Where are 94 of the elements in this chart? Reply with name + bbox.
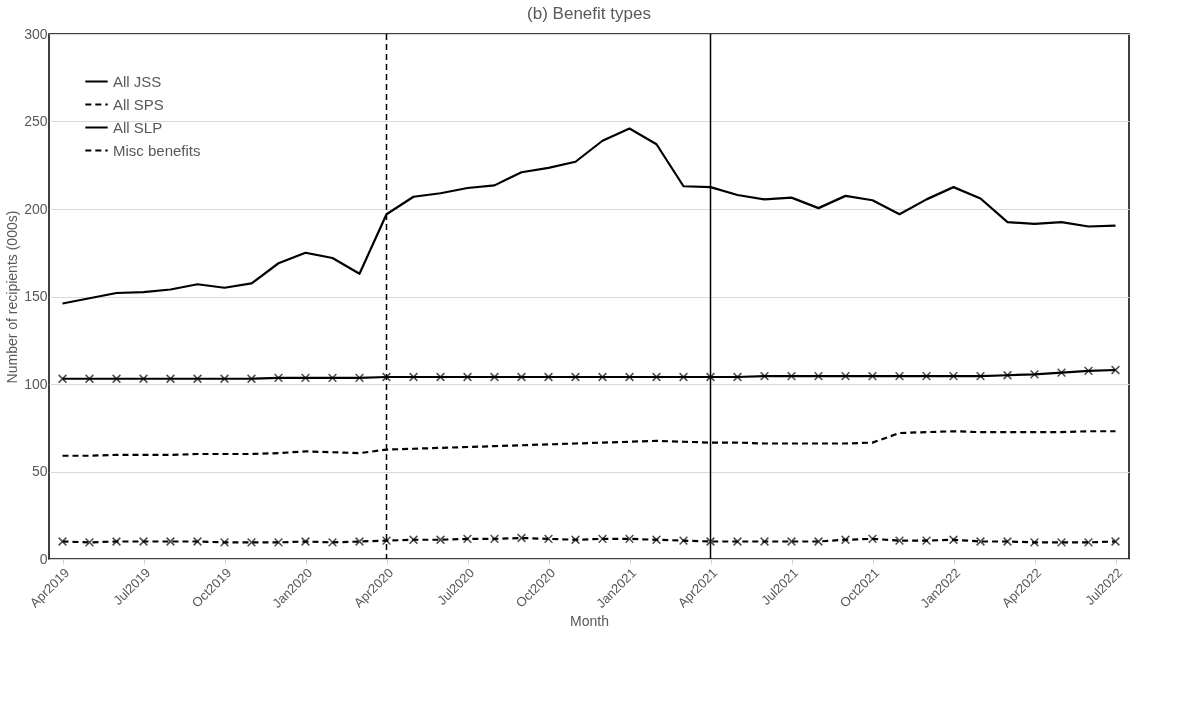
point <box>435 372 446 382</box>
point <box>111 374 122 384</box>
point <box>921 536 932 546</box>
point <box>327 373 338 383</box>
point <box>462 372 473 382</box>
point <box>894 536 905 546</box>
point <box>327 537 338 547</box>
point <box>1110 536 1121 547</box>
point <box>192 536 203 547</box>
point <box>84 374 95 384</box>
point <box>759 536 770 547</box>
y-tick-label: 250 <box>24 113 48 129</box>
y-tick-label: 100 <box>24 375 48 392</box>
point <box>273 373 284 383</box>
legend-label: All SPS <box>113 95 164 113</box>
point <box>1002 370 1013 380</box>
point <box>624 534 635 544</box>
point <box>732 536 743 547</box>
point <box>921 371 932 381</box>
point <box>813 371 824 381</box>
point <box>408 535 419 545</box>
point <box>570 535 581 545</box>
point <box>651 372 662 382</box>
point <box>867 534 878 544</box>
point <box>273 537 284 547</box>
point <box>759 371 770 381</box>
point <box>840 535 851 545</box>
point <box>624 372 635 382</box>
point <box>57 536 68 547</box>
point <box>867 371 878 381</box>
y-tick-label: 300 <box>24 25 48 42</box>
point <box>732 372 743 382</box>
point <box>1029 537 1040 547</box>
point <box>354 373 365 383</box>
point <box>651 535 662 545</box>
chart-title: (b) Benefit types <box>527 4 651 23</box>
point <box>246 537 257 547</box>
point <box>219 374 230 384</box>
point <box>381 372 392 382</box>
point <box>165 374 176 384</box>
point <box>678 372 689 382</box>
point <box>165 536 176 547</box>
point <box>408 372 419 382</box>
point <box>192 374 203 384</box>
point <box>138 374 149 384</box>
point <box>975 536 986 547</box>
y-tick-label: 200 <box>24 200 48 217</box>
point <box>840 371 851 381</box>
point <box>138 536 149 547</box>
point <box>678 536 689 546</box>
point <box>111 536 122 547</box>
point <box>462 534 473 544</box>
point <box>435 535 446 545</box>
point <box>1083 537 1094 547</box>
point <box>84 537 95 547</box>
point <box>489 372 500 382</box>
point <box>1002 536 1013 547</box>
point <box>975 371 986 381</box>
point <box>543 534 554 544</box>
y-axis-title: Number of recipients (000s) <box>4 210 21 384</box>
point <box>597 534 608 544</box>
point <box>300 373 311 383</box>
x-axis-title: Month <box>570 612 609 629</box>
point <box>705 536 716 547</box>
y-tick-label: 150 <box>24 288 48 304</box>
point <box>894 371 905 381</box>
legend-label: All SLP <box>113 118 163 136</box>
point <box>489 534 500 544</box>
point <box>516 372 527 382</box>
point <box>1056 368 1067 378</box>
point <box>570 372 581 382</box>
point <box>57 374 68 384</box>
point <box>381 536 392 546</box>
point <box>300 536 311 547</box>
y-tick-label: 0 <box>39 550 48 567</box>
point <box>246 374 257 384</box>
point <box>516 533 527 543</box>
point <box>705 372 716 382</box>
point <box>1029 369 1040 379</box>
point <box>597 372 608 382</box>
point <box>1083 366 1094 376</box>
point <box>786 371 797 381</box>
point <box>1110 365 1121 375</box>
point <box>786 536 797 547</box>
point <box>354 536 365 547</box>
point <box>948 371 959 381</box>
point <box>948 535 959 545</box>
point <box>543 372 554 382</box>
legend-label: All JSS <box>113 72 162 90</box>
y-tick-label: 50 <box>31 463 48 479</box>
point <box>219 537 230 547</box>
point <box>813 536 824 547</box>
point <box>1056 537 1067 547</box>
legend-label: Misc benefits <box>113 141 201 159</box>
